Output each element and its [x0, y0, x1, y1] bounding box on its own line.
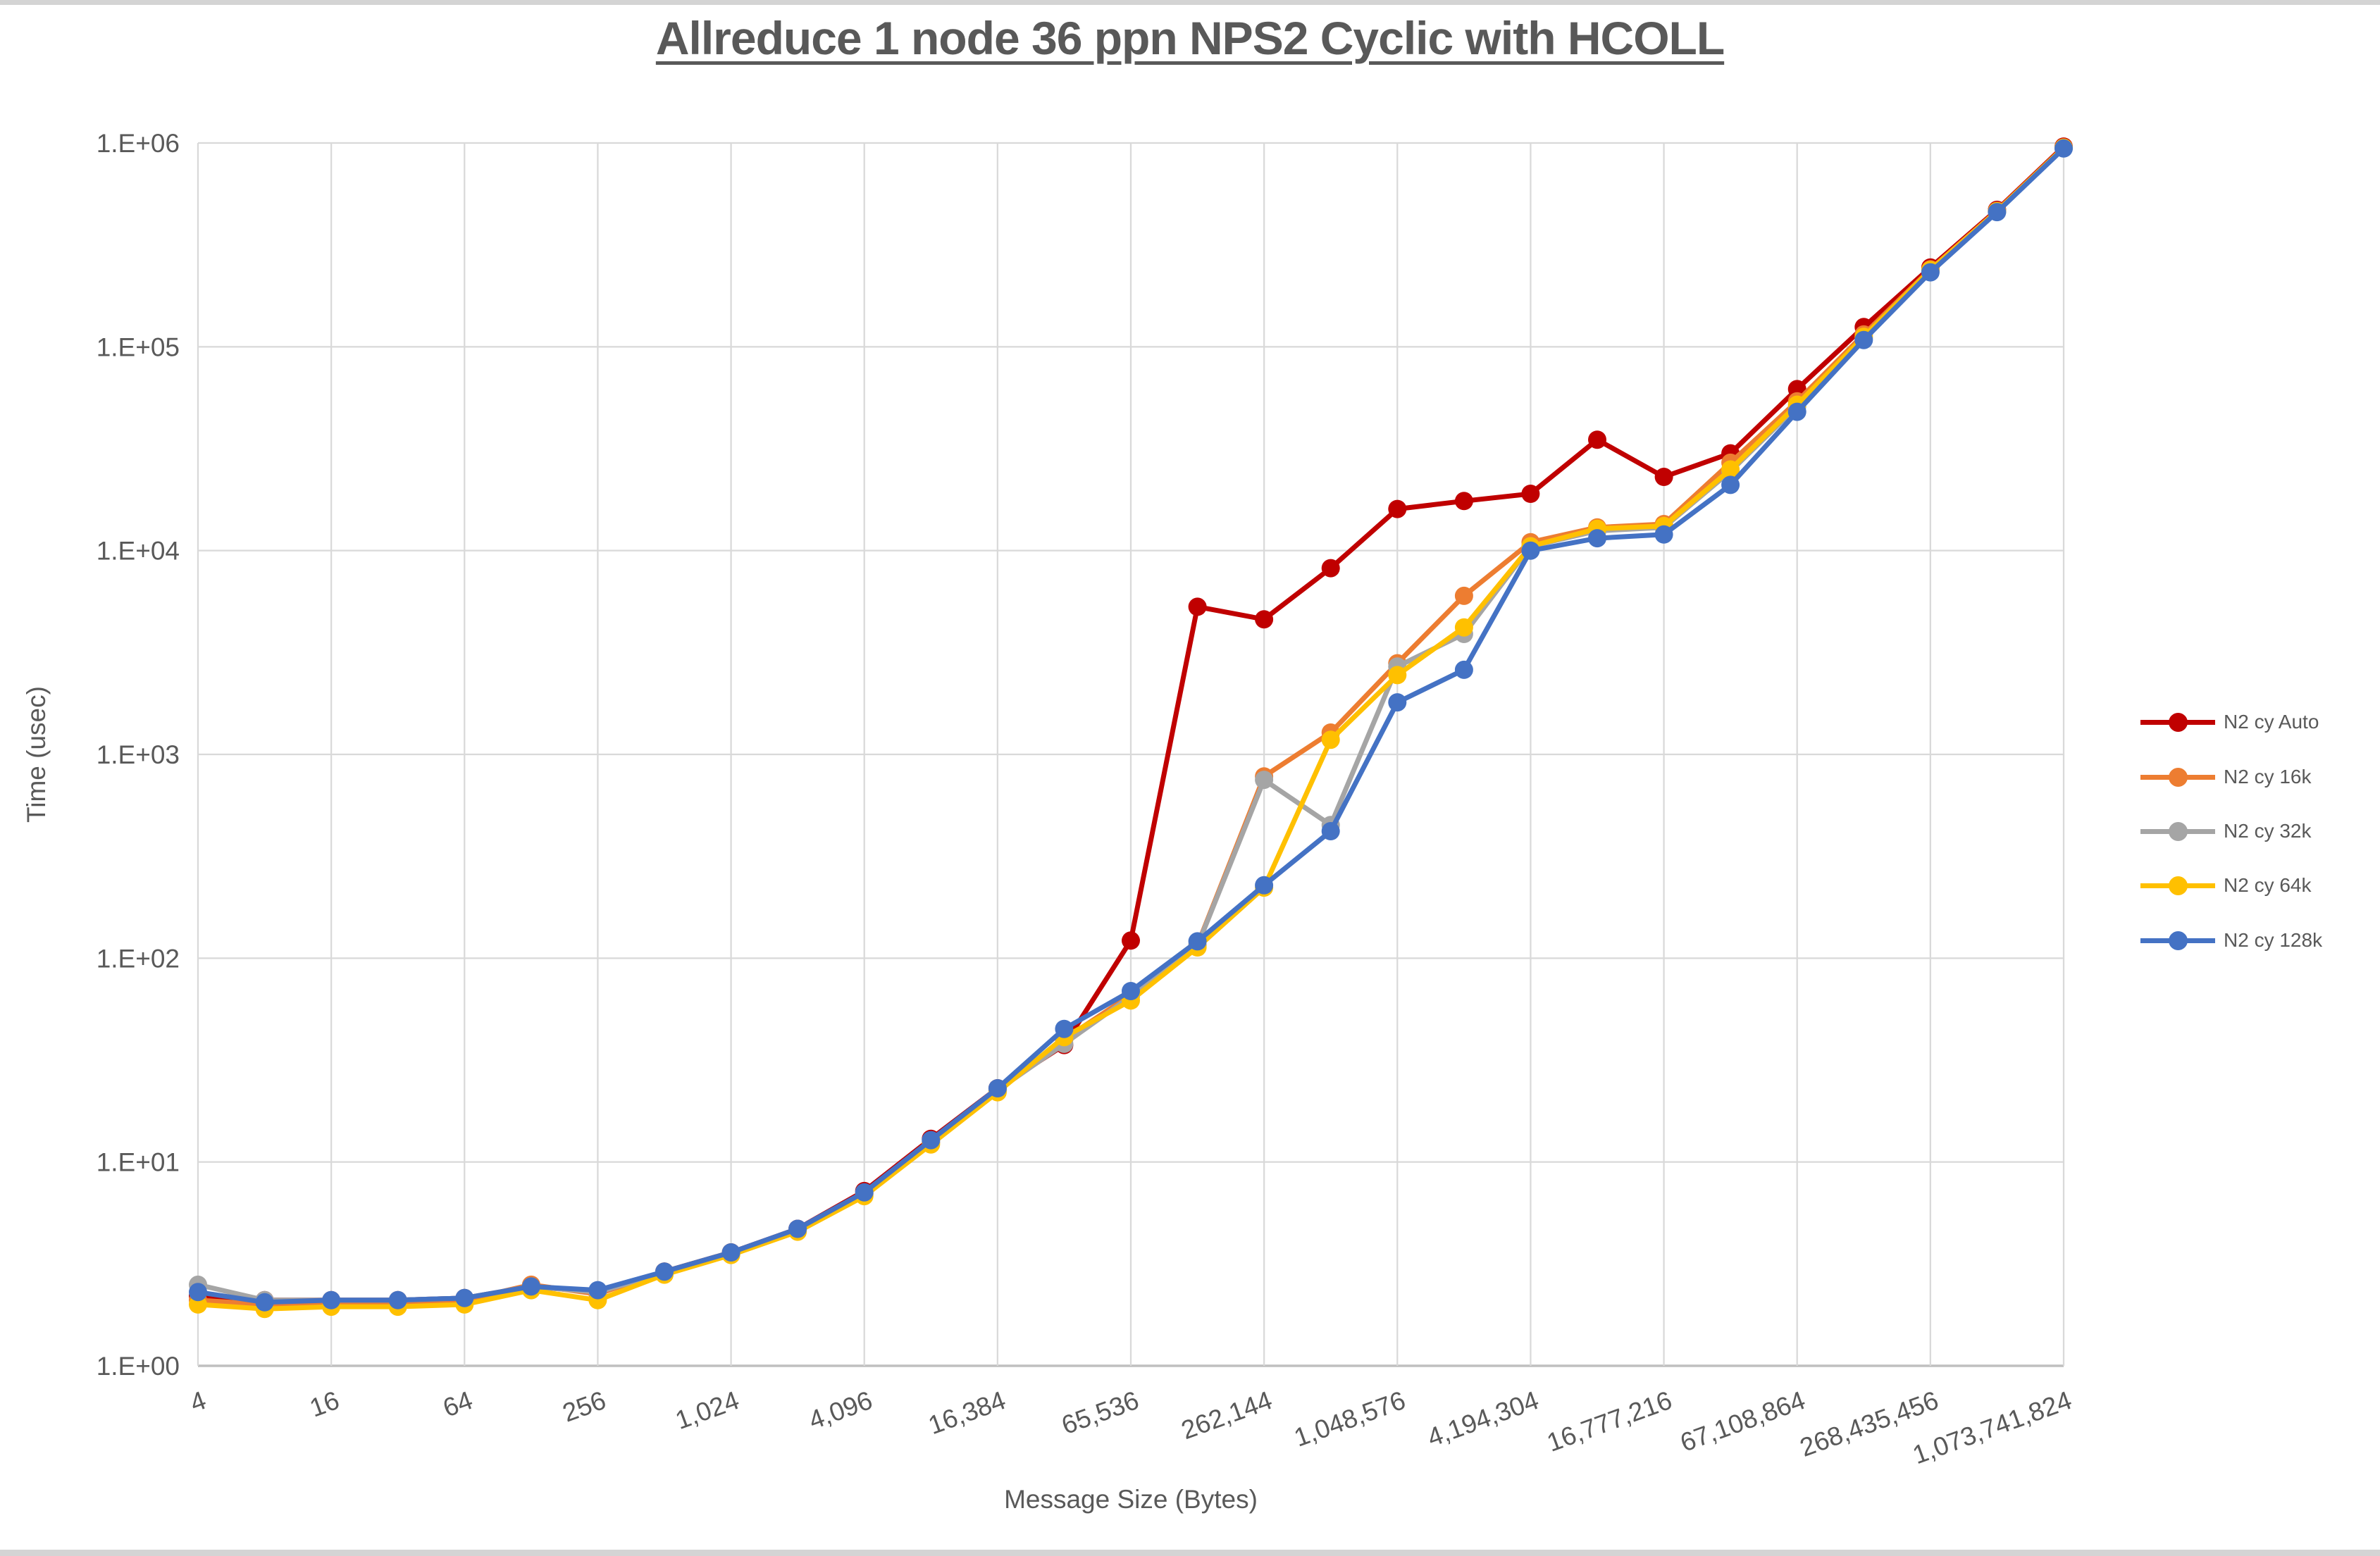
y-tick-label: 1.E+05	[97, 332, 180, 361]
y-tick-label: 1.E+06	[97, 129, 180, 158]
x-tick-label: 1,024	[671, 1386, 743, 1435]
data-point-N2-cy-128k	[1122, 982, 1140, 1000]
legend-marker-icon	[2140, 931, 2215, 950]
data-point-N2-cy-128k	[255, 1293, 274, 1312]
y-tick-label: 1.E+02	[97, 944, 180, 973]
legend-label: N2 cy 64k	[2224, 874, 2312, 896]
x-tick-label: 256	[559, 1386, 609, 1428]
x-tick-label: 16,384	[924, 1386, 1009, 1440]
legend-label: N2 cy 32k	[2224, 820, 2312, 842]
data-point-N2-cy-64k	[1321, 730, 1340, 749]
data-point-N2-cy-128k	[189, 1283, 207, 1302]
data-point-N2-cy-Auto	[1388, 499, 1407, 518]
data-point-N2-cy-128k	[388, 1290, 407, 1309]
data-point-N2-cy-64k	[1721, 460, 1740, 479]
data-point-N2-cy-128k	[1588, 529, 1606, 548]
data-point-N2-cy-128k	[1321, 822, 1340, 840]
data-point-N2-cy-128k	[1854, 330, 1873, 349]
data-point-N2-cy-64k	[1388, 666, 1407, 685]
data-point-N2-cy-128k	[521, 1277, 540, 1296]
legend-dot-swatch	[2169, 713, 2188, 732]
data-point-N2-cy-128k	[2054, 139, 2073, 158]
data-point-N2-cy-128k	[455, 1288, 474, 1307]
x-tick-label: 4,194,304	[1423, 1386, 1542, 1452]
data-point-N2-cy-16k	[1454, 586, 1473, 605]
legend-item-N2-cy-32k: N2 cy 32k	[2140, 818, 2312, 845]
x-tick-label: 4,096	[805, 1386, 876, 1435]
x-tick-label: 1,048,576	[1290, 1386, 1409, 1452]
y-axis-title: Time (usec)	[22, 686, 51, 823]
legend-label: N2 cy Auto	[2224, 711, 2319, 733]
data-point-N2-cy-128k	[1787, 402, 1806, 421]
data-point-N2-cy-128k	[1521, 541, 1540, 560]
data-point-N2-cy-128k	[655, 1262, 674, 1281]
legend-item-N2-cy-Auto: N2 cy Auto	[2140, 709, 2319, 735]
data-point-N2-cy-128k	[1055, 1019, 1074, 1038]
data-point-N2-cy-128k	[1721, 475, 1740, 494]
data-point-N2-cy-128k	[322, 1290, 341, 1309]
legend-dot-swatch	[2169, 822, 2188, 841]
window-top-edge	[0, 0, 2380, 5]
data-point-N2-cy-128k	[1454, 660, 1473, 679]
data-point-N2-cy-64k	[1454, 618, 1473, 637]
legend-dot-swatch	[2169, 768, 2188, 787]
y-tick-label: 1.E+00	[97, 1352, 180, 1381]
data-point-N2-cy-Auto	[1654, 468, 1673, 486]
y-tick-label: 1.E+04	[97, 537, 180, 566]
data-point-N2-cy-128k	[1188, 932, 1207, 951]
legend-label: N2 cy 128k	[2224, 929, 2323, 951]
window-bottom-edge	[0, 1550, 2380, 1556]
legend-marker-icon	[2140, 821, 2215, 841]
data-point-N2-cy-Auto	[1122, 931, 1140, 950]
x-tick-label: 64	[439, 1386, 476, 1423]
data-point-N2-cy-Auto	[1588, 430, 1606, 449]
legend-marker-icon	[2140, 876, 2215, 895]
legend-dot-swatch	[2169, 931, 2188, 950]
legend-label: N2 cy 16k	[2224, 766, 2312, 788]
legend-item-N2-cy-128k: N2 cy 128k	[2140, 927, 2322, 954]
x-tick-label: 67,108,864	[1676, 1386, 1809, 1457]
data-point-N2-cy-Auto	[1188, 597, 1207, 616]
legend-dot-swatch	[2169, 876, 2188, 895]
data-point-N2-cy-128k	[1988, 203, 2007, 222]
x-tick-label: 262,144	[1177, 1386, 1276, 1445]
data-point-N2-cy-128k	[1654, 525, 1673, 544]
data-point-N2-cy-32k	[1255, 771, 1274, 790]
data-point-N2-cy-Auto	[1521, 485, 1540, 503]
chart-title: Allreduce 1 node 36 ppn NPS2 Cyclic with…	[655, 12, 1725, 64]
data-point-N2-cy-128k	[1388, 693, 1407, 712]
data-point-N2-cy-Auto	[1454, 492, 1473, 511]
data-point-N2-cy-128k	[855, 1183, 874, 1202]
data-point-N2-cy-128k	[1921, 263, 1940, 282]
data-point-N2-cy-128k	[988, 1079, 1007, 1097]
data-point-N2-cy-128k	[1255, 876, 1274, 895]
data-point-N2-cy-128k	[922, 1131, 941, 1150]
data-point-N2-cy-Auto	[1255, 610, 1274, 629]
legend-marker-icon	[2140, 712, 2215, 732]
x-tick-label: 65,536	[1058, 1386, 1142, 1440]
x-tick-label: 16,777,216	[1543, 1386, 1675, 1457]
legend-item-N2-cy-64k: N2 cy 64k	[2140, 872, 2312, 899]
x-tick-label: 16	[306, 1386, 343, 1423]
x-axis-title: Message Size (Bytes)	[1004, 1485, 1258, 1514]
data-point-N2-cy-128k	[588, 1281, 607, 1300]
legend-marker-icon	[2140, 767, 2215, 787]
y-tick-label: 1.E+01	[97, 1148, 180, 1177]
x-tick-label: 4	[186, 1386, 209, 1418]
data-point-N2-cy-128k	[788, 1219, 807, 1238]
data-point-N2-cy-Auto	[1321, 559, 1340, 578]
data-point-N2-cy-128k	[721, 1243, 740, 1262]
legend-item-N2-cy-16k: N2 cy 16k	[2140, 764, 2312, 790]
y-tick-label: 1.E+03	[97, 740, 180, 769]
